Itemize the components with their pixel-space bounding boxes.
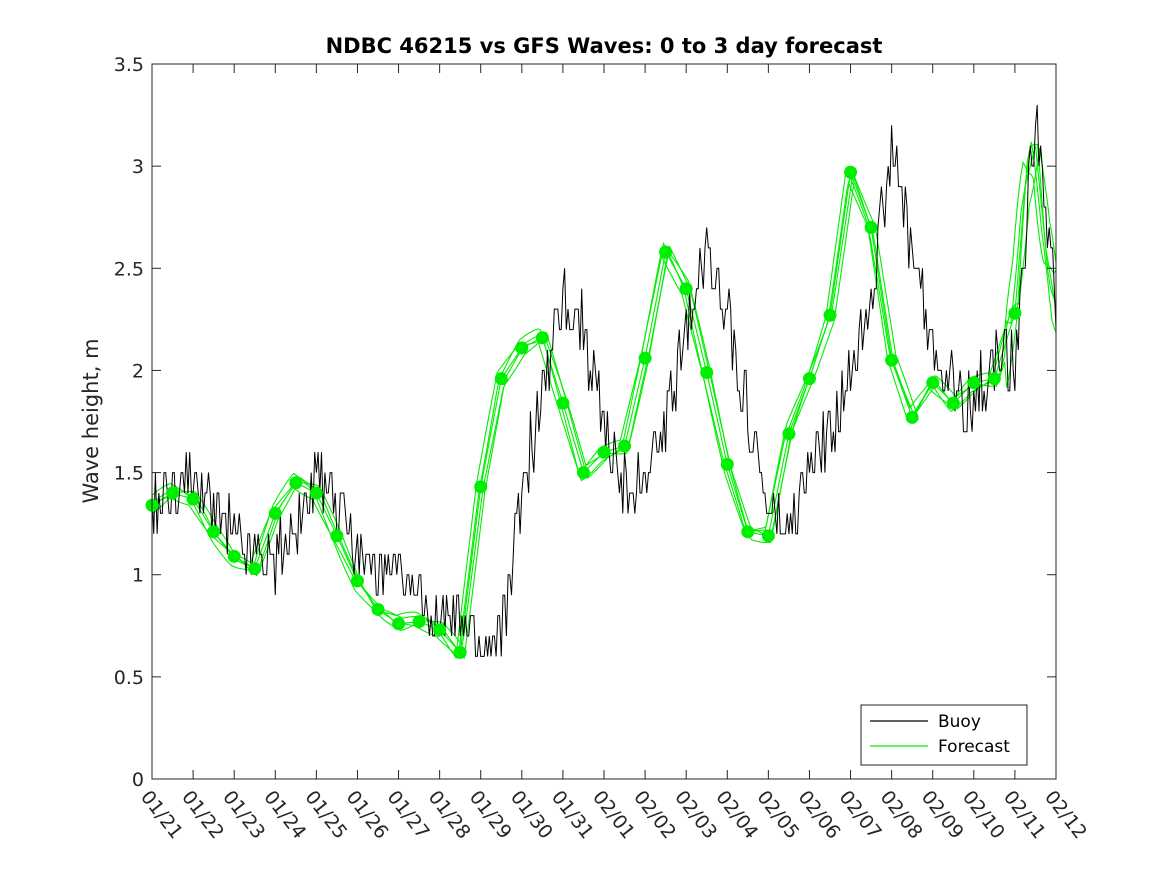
y-tick-label: 2.5 — [114, 258, 144, 280]
forecast-marker — [864, 220, 878, 234]
forecast-marker — [227, 549, 241, 563]
forecast-marker — [926, 376, 940, 390]
forecast-marker — [350, 574, 364, 588]
forecast-marker — [1008, 306, 1022, 320]
forecast-markers — [145, 165, 1022, 659]
forecast-marker — [597, 445, 611, 459]
y-tick-label: 1.5 — [114, 463, 144, 485]
forecast-marker — [618, 439, 632, 453]
y-tick-label: 0 — [132, 769, 144, 791]
forecast-marker — [987, 372, 1001, 386]
forecast-marker — [453, 645, 467, 659]
buoy-line — [151, 104, 1057, 657]
y-tick-label: 2 — [132, 360, 144, 382]
forecast-marker — [782, 427, 796, 441]
legend-forecast-label: Forecast — [938, 737, 1010, 757]
forecast-marker — [844, 165, 858, 179]
forecast-marker — [494, 372, 508, 386]
forecast-marker — [885, 353, 899, 367]
forecast-marker — [741, 525, 755, 539]
forecast-marker — [330, 529, 344, 543]
forecast-marker — [474, 480, 488, 494]
forecast-marker — [659, 245, 673, 259]
buoy-series — [151, 104, 1057, 657]
y-tick-label: 3.5 — [114, 54, 144, 76]
forecast-marker — [515, 341, 529, 355]
forecast-marker — [433, 623, 447, 637]
y-tick-label: 3 — [132, 156, 144, 178]
forecast-marker — [207, 525, 221, 539]
forecast-marker — [186, 492, 200, 506]
forecast-marker — [268, 506, 282, 520]
legend-buoy-label: Buoy — [938, 712, 981, 732]
forecast-marker — [679, 282, 693, 296]
forecast-marker — [248, 562, 262, 576]
legend-box — [860, 704, 1028, 766]
forecast-marker — [371, 602, 385, 616]
forecast-marker — [166, 486, 180, 500]
forecast-marker — [392, 617, 406, 631]
forecast-marker — [309, 486, 323, 500]
forecast-marker — [823, 308, 837, 322]
forecast-marker — [946, 396, 960, 410]
legend: Buoy Forecast — [860, 704, 1028, 766]
forecast-marker — [535, 331, 549, 345]
forecast-marker — [289, 476, 303, 490]
forecast-marker — [761, 529, 775, 543]
chart-title: NDBC 46215 vs GFS Waves: 0 to 3 day fore… — [326, 34, 883, 58]
forecast-marker — [412, 615, 426, 629]
y-tick-label: 1 — [132, 565, 144, 587]
forecast-marker — [556, 396, 570, 410]
y-axis-label: Wave height, m — [79, 338, 103, 503]
forecast-marker — [905, 410, 919, 424]
y-axis-ticks: 0 0.5 1 1.5 2 2.5 3 3.5 — [114, 54, 1056, 791]
forecast-marker — [638, 351, 652, 365]
forecast-marker — [576, 466, 590, 480]
y-tick-label: 0.5 — [114, 667, 144, 689]
forecast-marker — [720, 457, 734, 471]
forecast-marker — [700, 365, 714, 379]
forecast-marker — [967, 376, 981, 390]
forecast-run-line — [151, 147, 1057, 660]
forecast-marker — [802, 372, 816, 386]
